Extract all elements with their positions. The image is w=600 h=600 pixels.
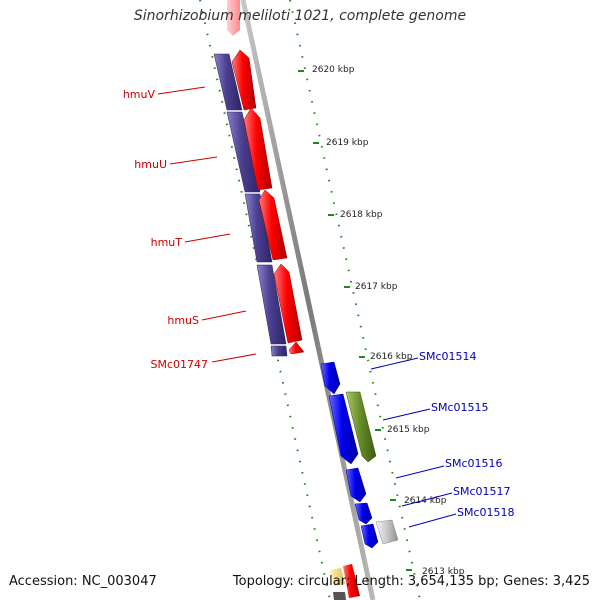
gene-SMc01518-arrow <box>360 523 379 549</box>
gene-hmuS-block <box>256 264 287 345</box>
gene-hmuV-block <box>213 53 243 111</box>
gene-label-SMc01516[interactable]: SMc01516 <box>445 457 503 470</box>
genome-summary: Topology: circular; Length: 3,654,135 bp… <box>232 574 590 589</box>
gene-label-SMc01517[interactable]: SMc01517 <box>453 485 511 498</box>
gene-label-SMc01747[interactable]: SMc01747 <box>150 358 208 371</box>
gene-label-SMc01514[interactable]: SMc01514 <box>419 350 477 363</box>
gene-SMc01514-arrow <box>320 361 341 395</box>
gene-label-hmuV[interactable]: hmuV <box>123 88 156 101</box>
kbp-label-2620: 2620 kbp <box>312 65 355 75</box>
left-leader-lines <box>157 86 257 363</box>
gene-hmuU-block <box>226 111 261 193</box>
gene-hmuT-block <box>244 193 273 263</box>
gene-label-SMc01518[interactable]: SMc01518 <box>457 506 515 519</box>
right-leader-lines <box>370 357 457 528</box>
gene-SMc01516-arrow <box>345 467 367 503</box>
kbp-label-2614: 2614 kbp <box>404 496 447 506</box>
gene-SMc01515-green <box>345 391 377 463</box>
kbp-label-2613: 2613 kbp <box>422 567 465 577</box>
gene-hmuT-arrow <box>258 189 288 261</box>
genome-title: Sinorhizobium meliloti 1021, complete ge… <box>133 8 467 24</box>
kbp-label-2619: 2619 kbp <box>326 138 369 148</box>
gene-hmuU-arrow <box>243 107 273 191</box>
kbp-label-2616: 2616 kbp <box>370 352 413 362</box>
gene-SMc01515-arrow <box>328 393 359 465</box>
gene-bottom-grey <box>333 592 346 600</box>
gene-bottom-red <box>343 564 360 598</box>
kbp-label-2615: 2615 kbp <box>387 425 430 435</box>
gene-SMc01518-grey <box>375 519 399 545</box>
gene-label-hmuS[interactable]: hmuS <box>167 314 199 327</box>
gene-top-partial <box>227 0 240 36</box>
gene-label-hmuT[interactable]: hmuT <box>151 236 183 249</box>
gene-label-SMc01515[interactable]: SMc01515 <box>431 401 489 414</box>
kbp-ticks <box>298 70 412 571</box>
kbp-label-2617: 2617 kbp <box>355 282 398 292</box>
gene-hmuV-arrow <box>231 49 257 111</box>
gene-SMc01747-arrow <box>288 341 305 355</box>
gene-hmuS-arrow <box>273 263 303 344</box>
genome-backbone <box>240 0 376 600</box>
gene-SMc01747-block <box>270 345 288 357</box>
gene-bottom-yellow <box>330 568 345 586</box>
accession-label: Accession: NC_003047 <box>9 574 157 589</box>
kbp-label-2618: 2618 kbp <box>340 210 383 220</box>
gene-SMc01517-arrow <box>354 502 373 525</box>
gene-label-hmuU[interactable]: hmuU <box>134 158 167 171</box>
